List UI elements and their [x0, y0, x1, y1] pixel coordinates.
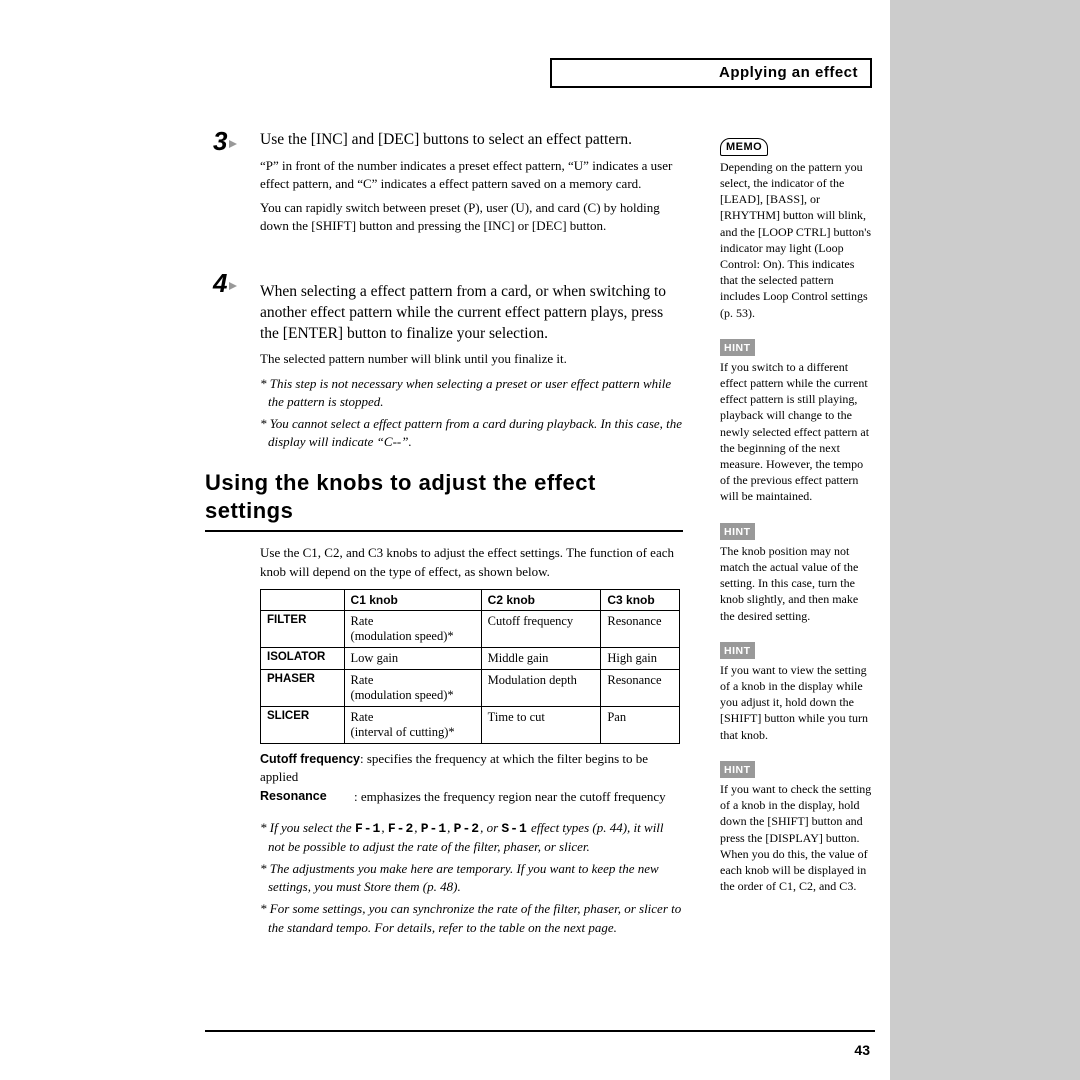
knob-table: C1 knob C2 knob C3 knob FILTER Rate (mod…: [260, 589, 680, 744]
cell: Pan: [601, 706, 680, 743]
header-title: Applying an effect: [719, 64, 858, 81]
cell: Middle gain: [481, 647, 601, 669]
hint1-block: HINT If you switch to a different effect…: [720, 339, 875, 505]
def-cutoff: Cutoff frequency: specifies the frequenc…: [260, 750, 683, 787]
footer-rule: [205, 1030, 875, 1032]
memo-icon: MEMO: [720, 138, 768, 156]
memo-text: Depending on the pattern you select, the…: [720, 159, 875, 321]
hint-icon: HINT: [720, 523, 755, 540]
cell: Low gain: [344, 647, 481, 669]
th-c3: C3 knob: [601, 589, 680, 610]
row-filter: FILTER: [261, 610, 345, 647]
step4-note1: * This step is not necessary when select…: [260, 375, 683, 411]
hint-icon: HINT: [720, 761, 755, 778]
row-slicer: SLICER: [261, 706, 345, 743]
th-blank: [261, 589, 345, 610]
hint3-block: HINT If you want to view the setting of …: [720, 642, 875, 743]
hint4-text: If you want to check the setting of a kn…: [720, 781, 875, 894]
page-number: 43: [854, 1042, 870, 1058]
cell: Time to cut: [481, 706, 601, 743]
cell: Modulation depth: [481, 669, 601, 706]
page-sidebar-bg: [890, 0, 1080, 1080]
step3-lead: Use the [INC] and [DEC] buttons to selec…: [260, 130, 683, 151]
hint1-text: If you switch to a different effect patt…: [720, 359, 875, 505]
step4-lead: When selecting a effect pattern from a c…: [260, 282, 683, 345]
footnote-2: * The adjustments you make here are temp…: [260, 860, 683, 896]
row-phaser: PHASER: [261, 669, 345, 706]
row-isolator: ISOLATOR: [261, 647, 345, 669]
step3-p2: You can rapidly switch between preset (P…: [260, 199, 683, 235]
hint-icon: HINT: [720, 339, 755, 356]
cell: Resonance: [601, 610, 680, 647]
hint3-text: If you want to view the setting of a kno…: [720, 662, 875, 743]
step4-note2: * You cannot select a effect pattern fro…: [260, 415, 683, 451]
cell: Rate (modulation speed)*: [344, 610, 481, 647]
cell: Resonance: [601, 669, 680, 706]
cell: Rate (interval of cutting)*: [344, 706, 481, 743]
step3-p1: “P” in front of the number indicates a p…: [260, 157, 683, 193]
hint-icon: HINT: [720, 642, 755, 659]
header-box: Applying an effect: [550, 58, 872, 88]
hint2-text: The knob position may not match the actu…: [720, 543, 875, 624]
th-c1: C1 knob: [344, 589, 481, 610]
section-intro: Use the C1, C2, and C3 knobs to adjust t…: [260, 544, 683, 580]
memo-block: MEMO Depending on the pattern you select…: [720, 138, 875, 321]
def-resonance-text: : emphasizes the frequency region near t…: [354, 788, 683, 806]
section-heading: Using the knobs to adjust the effect set…: [205, 469, 683, 524]
section-rule: [205, 530, 683, 532]
sidebar-column: MEMO Depending on the pattern you select…: [720, 138, 875, 912]
def-resonance: Resonance : emphasizes the frequency reg…: [260, 788, 683, 806]
step4-p1: The selected pattern number will blink u…: [260, 350, 683, 368]
main-column: Use the [INC] and [DEC] buttons to selec…: [205, 130, 683, 941]
hint4-block: HINT If you want to check the setting of…: [720, 761, 875, 894]
def-cutoff-term: Cutoff frequency: [260, 752, 360, 766]
cell: High gain: [601, 647, 680, 669]
th-c2: C2 knob: [481, 589, 601, 610]
cell: Rate (modulation speed)*: [344, 669, 481, 706]
cell: Cutoff frequency: [481, 610, 601, 647]
hint2-block: HINT The knob position may not match the…: [720, 523, 875, 624]
footnote-1: * If you select the F-1, F-2, P-1, P-2, …: [260, 819, 683, 856]
footnote-3: * For some settings, you can synchronize…: [260, 900, 683, 936]
